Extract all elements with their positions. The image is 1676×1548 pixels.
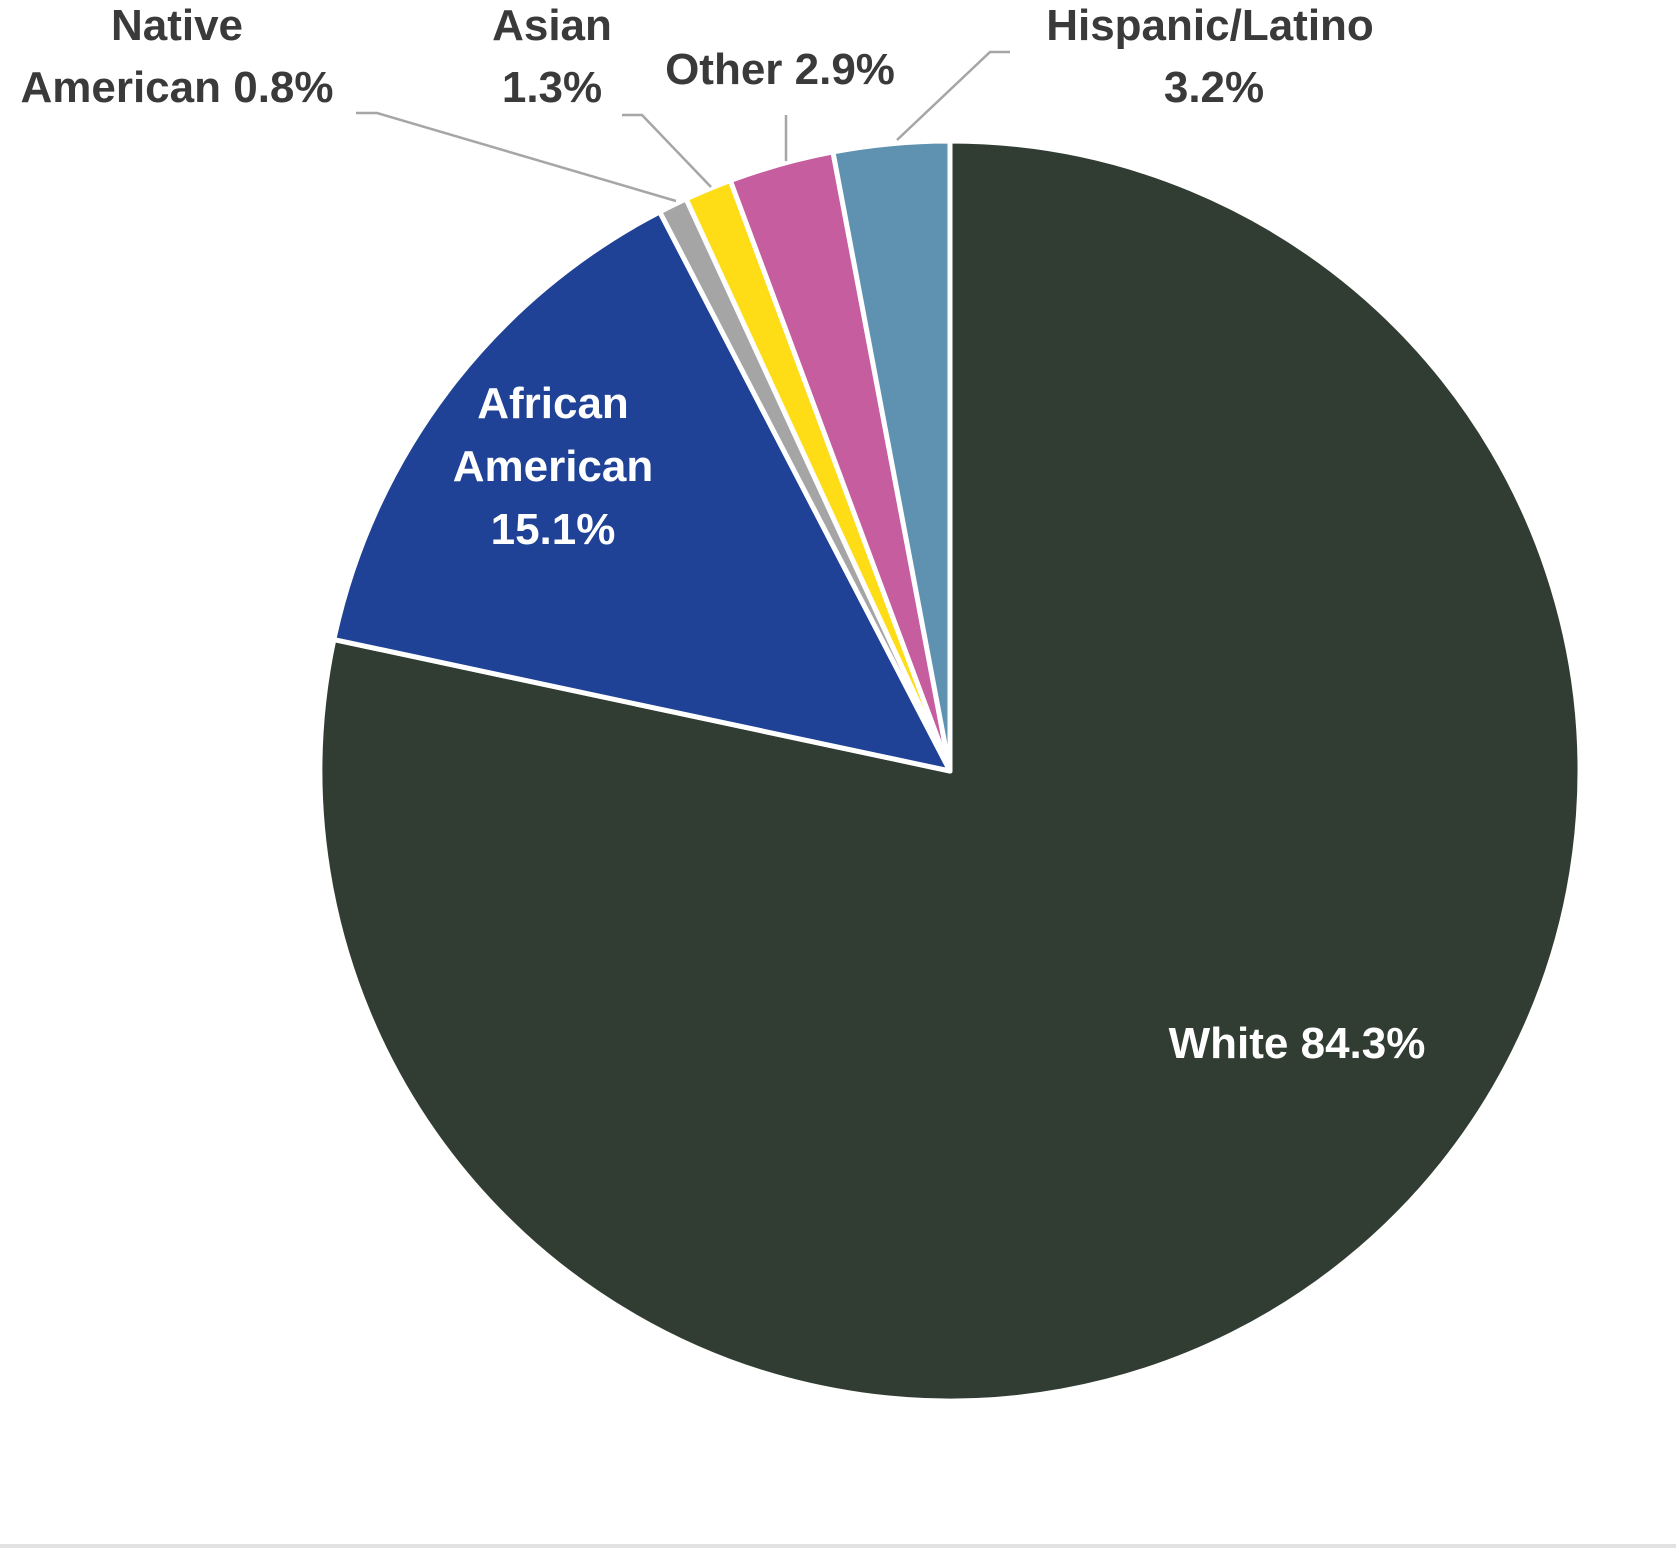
data-label-african-american-line-1: African [477, 379, 629, 428]
data-label-native-american-line-1: Native [111, 1, 243, 50]
leader-line-hispanic-latino [896, 50, 1010, 141]
data-label-hispanic-latino-line-2: 3.2% [1164, 63, 1264, 112]
data-label-native-american-line-2: American 0.8% [20, 63, 333, 112]
data-label-hispanic-latino-line-1: Hispanic/Latino [1046, 1, 1374, 50]
pie-slice-african-american [331, 209, 953, 774]
leader-line-asian [622, 113, 712, 188]
data-label-asian-line-1: Asian [492, 1, 612, 50]
slices-layer [317, 138, 1583, 1404]
bottom-divider [0, 1544, 1676, 1548]
data-label-other-line-1: Other 2.9% [665, 45, 895, 94]
leader-lines-layer [356, 50, 1010, 203]
data-label-african-american-line-3: 15.1% [491, 505, 616, 554]
leader-line-native-american [356, 111, 677, 203]
labels-layer: White 84.3% African American 15.1% Native Ame… [20, 1, 1425, 1068]
data-label-asian-line-2: 1.3% [502, 63, 602, 112]
data-label-african-american-line-2: American [453, 442, 654, 491]
pie-slice-hispanic-latino [830, 138, 953, 774]
data-label-white-line-1: White 84.3% [1169, 1019, 1426, 1068]
